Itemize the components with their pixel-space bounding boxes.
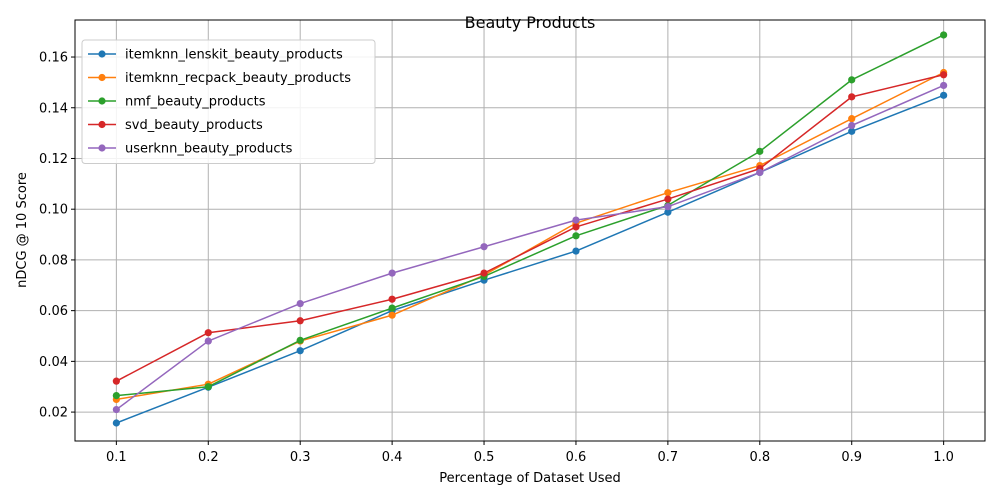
legend-label: itemknn_lenskit_beauty_products [125, 48, 343, 63]
legend-item: userknn_beauty_products [88, 142, 293, 157]
data-point [572, 223, 580, 231]
data-point [388, 311, 396, 319]
y-tick-label: 0.06 [39, 304, 68, 319]
x-tick-label: 0.1 [106, 450, 127, 465]
y-tick-label: 0.02 [39, 406, 68, 421]
legend-item: itemknn_lenskit_beauty_products [88, 48, 343, 63]
legend-label: nmf_beauty_products [125, 95, 266, 110]
data-point [388, 269, 396, 277]
series-line [116, 71, 944, 401]
data-point [940, 91, 948, 99]
data-point [112, 377, 120, 385]
y-tick-label: 0.16 [39, 51, 68, 66]
legend-swatch-marker [98, 73, 106, 82]
data-point [112, 405, 120, 414]
legend-swatch-marker [98, 120, 106, 129]
y-tick-label: 0.14 [39, 101, 68, 116]
data-point [664, 189, 672, 197]
data-point [848, 76, 856, 84]
x-tick-label: 0.6 [566, 450, 587, 465]
legend-label: svd_beauty_products [125, 118, 263, 133]
legend-item: itemknn_recpack_beauty_products [88, 71, 351, 86]
data-point [664, 208, 672, 216]
legend-label: itemknn_recpack_beauty_products [125, 71, 351, 86]
y-axis: 0.02 0.04 0.06 0.08 0.10 0.12 0.14 0.16 [39, 51, 75, 421]
data-point [388, 304, 396, 312]
legend-swatch-marker [98, 144, 106, 152]
data-point [940, 31, 948, 39]
series-layer [112, 31, 948, 427]
data-point [388, 295, 396, 303]
data-point [848, 115, 856, 123]
y-tick-label: 0.12 [39, 152, 68, 167]
data-point [296, 317, 304, 325]
y-axis-label: nDCG @ 10 Score [15, 172, 30, 288]
series-userknn_beauty_products [112, 81, 948, 414]
legend-box [81, 39, 376, 164]
legend-label: userknn_beauty_products [125, 142, 293, 157]
data-point [112, 419, 120, 427]
data-point [664, 203, 672, 211]
x-tick-label: 0.2 [198, 450, 219, 465]
data-point [940, 71, 948, 79]
x-tick-label: 0.7 [658, 450, 679, 465]
data-point [572, 216, 580, 224]
data-point [848, 127, 856, 135]
data-point [296, 347, 304, 355]
data-point [664, 195, 672, 203]
series-svd_beauty_products [112, 71, 948, 385]
x-tick-label: 0.4 [382, 450, 403, 465]
y-tick-label: 0.08 [39, 253, 68, 268]
data-point [572, 247, 580, 255]
data-point [756, 147, 764, 155]
data-point [848, 93, 856, 101]
grid [75, 20, 985, 441]
data-point [756, 168, 764, 177]
data-point [848, 121, 856, 130]
data-point [296, 299, 304, 308]
y-tick-label: 0.04 [39, 355, 68, 370]
series-line [116, 94, 944, 424]
plot-frame [74, 19, 986, 442]
data-point [204, 383, 212, 391]
legend-item: nmf_beauty_products [88, 95, 266, 110]
legend-item: svd_beauty_products [88, 118, 263, 133]
data-point [572, 232, 580, 240]
legend: itemknn_lenskit_beauty_products itemknn_r… [81, 39, 376, 164]
series-line [116, 34, 944, 397]
x-tick-label: 0.9 [841, 450, 862, 465]
legend-swatch-marker [98, 50, 106, 58]
y-tick-label: 0.10 [39, 203, 68, 218]
x-tick-label: 0.3 [290, 450, 311, 465]
legend-swatch-marker [98, 97, 106, 105]
x-tick-label: 1.0 [933, 450, 954, 465]
series-line [115, 84, 944, 411]
data-point [112, 392, 120, 400]
data-point [204, 329, 212, 337]
x-tick-label: 0.5 [474, 450, 495, 465]
x-axis-label: Percentage of Dataset Used [439, 471, 621, 486]
series-line [116, 74, 944, 382]
data-point [940, 81, 948, 90]
data-point [296, 336, 304, 344]
data-point [480, 269, 488, 277]
data-point [480, 243, 488, 251]
data-point [204, 337, 212, 345]
x-axis: 0.1 0.2 0.3 0.4 0.5 0.6 0.7 0.8 0.9 1.0 [106, 441, 954, 465]
chart-title: Beauty Products [465, 13, 596, 32]
x-tick-label: 0.8 [749, 450, 770, 465]
